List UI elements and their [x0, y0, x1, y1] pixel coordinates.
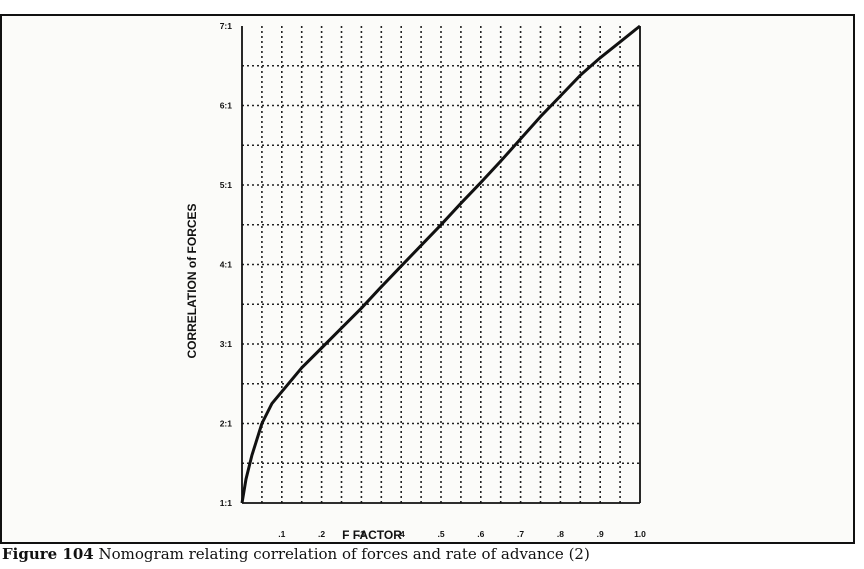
y-tick-label: 7:1: [220, 21, 233, 31]
x-tick-label: .4: [398, 529, 405, 539]
x-tick-label: .6: [477, 529, 484, 539]
x-tick-label: .8: [557, 529, 564, 539]
caption-text: Nomogram relating correlation of forces …: [98, 545, 590, 563]
y-tick-label: 5:1: [220, 180, 233, 190]
y-tick-labels: 1:1 2:1 3:1 4:1 5:1 6:1 7:1: [220, 21, 233, 508]
chart-plot: .1 .2 .3 .4 .5 .6 .7 .8 .9 1.0 1:1 2:1 3:1 4:1 5:1 6:1…: [185, 21, 646, 542]
figure-frame: .1 .2 .3 .4 .5 .6 .7 .8 .9 1.0 1:1 2:1 3:1 4:1 5:1 6:1…: [0, 14, 855, 544]
y-tick-label: 1:1: [220, 498, 233, 508]
grid-lines: [242, 26, 640, 503]
axes: [241, 26, 641, 504]
series-line: [240, 24, 641, 504]
x-axis-label: F FACTOR: [342, 528, 402, 542]
x-tick-labels: .1 .2 .3 .4 .5 .6 .7 .8 .9 1.0: [278, 529, 646, 539]
figure-number: Figure 104: [2, 545, 94, 563]
x-tick-label: .1: [278, 529, 285, 539]
x-tick-label: .5: [437, 529, 444, 539]
y-axis-label: CORRELATION of FORCES: [185, 203, 199, 358]
x-tick-label: .3: [358, 529, 365, 539]
data-series: [240, 24, 641, 504]
y-tick-label: 2:1: [220, 419, 233, 429]
figure-caption: Figure 104 Nomogram relating correlation…: [2, 545, 590, 563]
y-tick-label: 4:1: [220, 260, 233, 270]
y-tick-label: 6:1: [220, 101, 233, 111]
x-tick-label: .7: [517, 529, 524, 539]
x-tick-label: 1.0: [634, 529, 646, 539]
y-tick-label: 3:1: [220, 339, 233, 349]
x-tick-label: .2: [318, 529, 325, 539]
x-tick-label: .9: [597, 529, 604, 539]
